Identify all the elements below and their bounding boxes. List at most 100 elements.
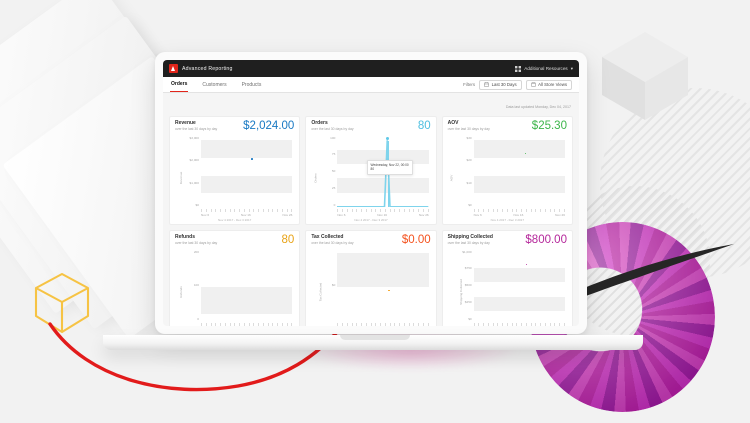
card-subtitle: over the last 30 days by day (447, 127, 490, 132)
adobe-logo-icon (169, 64, 178, 73)
x-axis-range: Nov 4 2017 - Dec 3 2017 (217, 218, 252, 222)
red-swoosh-brushstroke (48, 322, 346, 392)
y-tick: 0 (197, 317, 199, 321)
tab-products[interactable]: Products (241, 81, 262, 88)
card-title: AOV (447, 120, 459, 126)
y-tick: $0 (331, 283, 336, 288)
tooltip-value: 80 (370, 167, 375, 172)
chart-tooltip: Wednesday, Nov 22, 00:00 80 (366, 159, 413, 176)
y-tick: $20 (466, 158, 472, 162)
card-value: $0.00 (401, 234, 431, 246)
x-tick: Nov 26 (555, 212, 565, 217)
kpi-card-shipping-collected[interactable]: Shipping Collected over the last 30 days… (441, 230, 573, 326)
plot-area (473, 250, 565, 322)
x-tick-marks (337, 209, 429, 212)
y-tick: $750 (464, 266, 472, 271)
chart-revenue: Revenue $3,000 $2,000 $1,000 $0 (175, 136, 294, 222)
laptop-base (103, 335, 643, 350)
y-tick: 100 (193, 283, 199, 288)
card-header: Shipping Collected over the last 30 days… (447, 234, 567, 247)
hover-marker (386, 136, 390, 140)
card-subtitle: over the last 30 days by day (175, 241, 218, 246)
app-title: Advanced Reporting (182, 65, 233, 72)
chart-orders: Orders 100 75 50 25 0 (311, 136, 430, 222)
laptop-screen-bezel: Advanced Reporting Additional Resources … (155, 52, 587, 334)
y-axis-ticks: $30 $20 $10 $0 (455, 136, 472, 208)
date-range-label: Last 30 Days (491, 82, 517, 87)
x-tick: Nov 16 (240, 212, 251, 217)
y-axis-ticks: 200 100 0 (182, 250, 199, 322)
additional-resources-button[interactable]: Additional Resources ▾ (515, 65, 573, 72)
y-tick: $250 (464, 300, 472, 305)
kpi-card-orders[interactable]: Orders over the last 30 days by day 80 O… (305, 116, 437, 225)
y-tick: $1,000 (189, 180, 199, 185)
y-tick: 75 (331, 152, 336, 157)
app-screen: Advanced Reporting Additional Resources … (163, 60, 579, 326)
x-axis-range: Nov 4 2017 - Dec 3 2017 (354, 218, 388, 222)
date-range-filter[interactable]: Last 30 Days (479, 79, 522, 90)
x-axis-range: Nov 4 2017 - Dec 3 2017 (490, 218, 524, 222)
x-tick-marks (473, 323, 565, 326)
store-view-filter[interactable]: All Store Views (525, 79, 572, 90)
y-tick: $0 (195, 203, 199, 207)
store-view-label: All Store Views (538, 82, 567, 87)
card-value: 80 (417, 120, 431, 132)
y-axis-ticks: 100 75 50 25 0 (318, 136, 335, 208)
calendar-icon (484, 82, 490, 87)
x-tick: Nov 26 (282, 212, 293, 217)
kpi-card-refunds[interactable]: Refunds over the last 30 days by day 80 … (169, 230, 301, 326)
x-tick-marks (201, 209, 293, 212)
card-header: Orders over the last 30 days by day 80 (311, 120, 431, 133)
data-point (524, 152, 527, 155)
card-title: Refunds (175, 234, 195, 240)
plot-area (337, 250, 429, 322)
app-header: Advanced Reporting Additional Resources … (163, 60, 579, 77)
plot-area (201, 250, 293, 322)
x-axis-ticks: Nov 6 Nov 16 Nov 26 (337, 213, 428, 217)
card-subtitle: over the last 30 days by day (175, 127, 218, 132)
y-tick: 100 (330, 135, 336, 140)
y-tick: $10 (466, 180, 472, 185)
x-axis-ticks: Nov 6 Nov 16 Nov 26 (201, 213, 292, 217)
y-axis-ticks: $3,000 $2,000 $1,000 $0 (182, 136, 199, 208)
kpi-card-revenue[interactable]: Revenue over the last 30 days by day $2,… (169, 116, 301, 225)
data-point (525, 263, 528, 266)
y-tick: $500 (464, 283, 472, 288)
data-point (388, 289, 391, 292)
chart-aov: AOV $30 $20 $10 $0 (448, 136, 567, 222)
card-header: AOV over the last 30 days by day $25.30 (447, 120, 567, 133)
kpi-card-aov[interactable]: AOV over the last 30 days by day $25.30 … (441, 116, 573, 225)
x-tick: Nov 26 (418, 212, 429, 217)
plot-area (473, 136, 565, 208)
y-tick: 200 (193, 249, 199, 254)
kpi-card-tax-collected[interactable]: Tax Collected over the last 30 days by d… (305, 230, 437, 326)
x-tick: Nov 6 (201, 212, 210, 217)
y-tick: 25 (331, 186, 336, 191)
y-tick: $0 (468, 317, 472, 321)
store-icon (530, 82, 536, 87)
card-title: Orders (311, 120, 328, 126)
chevron-down-icon: ▾ (570, 65, 573, 71)
tab-bar: Orders Customers Products Filters Last 3… (163, 77, 579, 93)
tab-customers[interactable]: Customers (202, 81, 227, 88)
tab-orders[interactable]: Orders (170, 77, 189, 92)
grid-icon (515, 65, 522, 72)
card-header: Revenue over the last 30 days by day $2,… (175, 120, 294, 133)
y-axis-ticks: $0 (318, 250, 335, 322)
x-tick-marks (337, 323, 429, 326)
card-title: Revenue (175, 120, 196, 126)
plot-area: Wednesday, Nov 22, 00:00 80 (337, 136, 429, 207)
card-header: Tax Collected over the last 30 days by d… (311, 234, 431, 247)
y-axis-label: AOV (448, 174, 453, 182)
chart-shipping-collected: Shipping Collected $1,000 $750 $500 $250… (448, 250, 567, 326)
card-subtitle: over the last 30 days by day (447, 241, 490, 246)
y-axis-ticks: $1,000 $750 $500 $250 $0 (455, 250, 472, 322)
black-swoosh-shape (552, 244, 734, 306)
data-point (251, 158, 253, 160)
updated-row: Data last updated Monday, Dec 04, 2017 (163, 93, 579, 113)
y-tick: $2,000 (189, 158, 199, 162)
x-tick: Nov 6 (337, 212, 346, 217)
additional-resources-label: Additional Resources (524, 66, 568, 71)
y-tick: $0 (468, 203, 472, 207)
card-subtitle: over the last 30 days by day (311, 127, 354, 132)
